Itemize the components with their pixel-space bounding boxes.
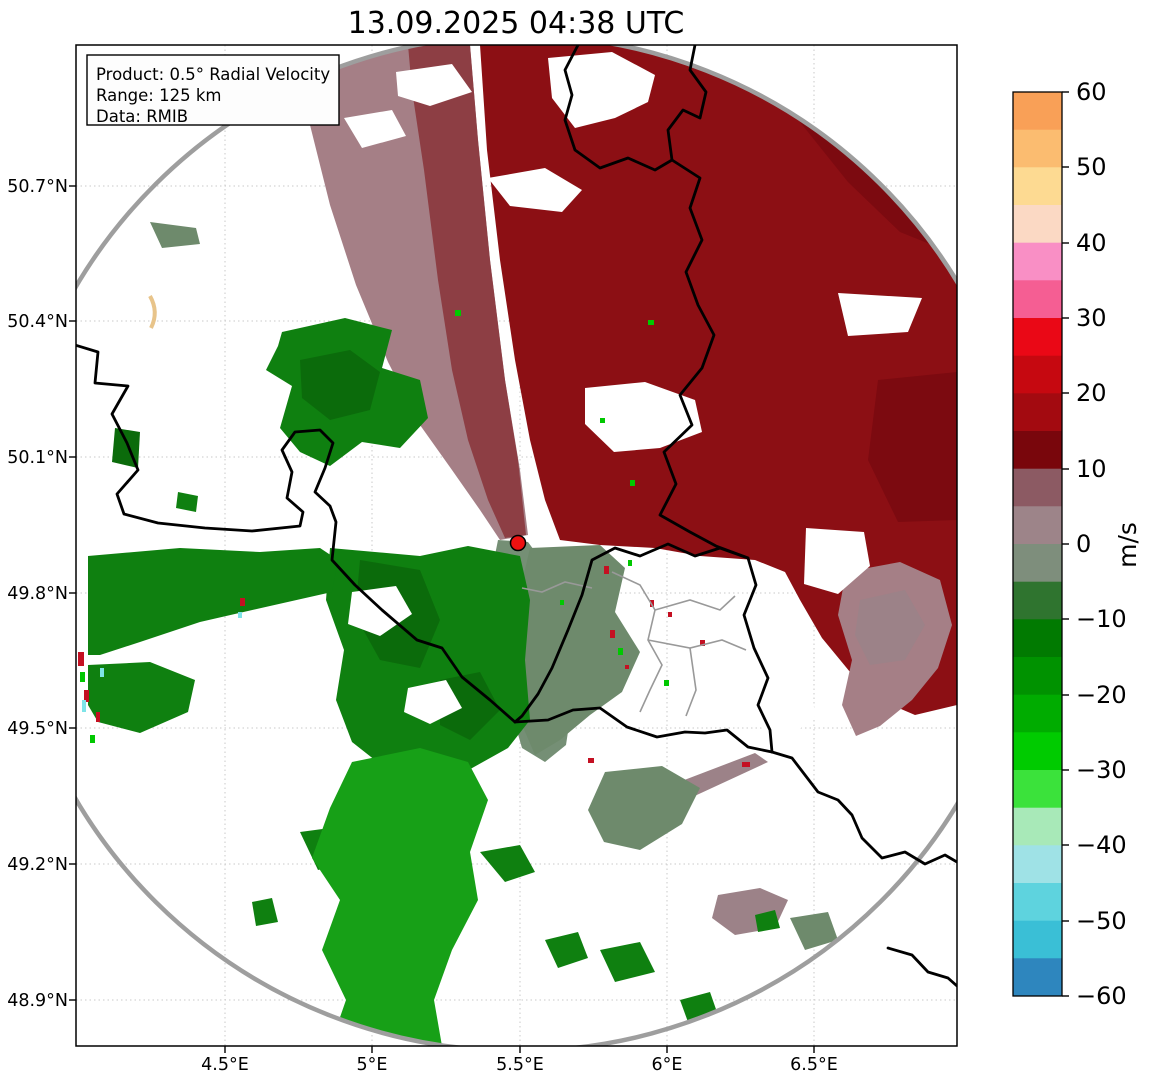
colorbar-cell xyxy=(1013,657,1062,696)
colorbar-cell xyxy=(1013,205,1062,244)
colorbar-tick-label: −50 xyxy=(1076,907,1127,935)
lat-tick-label: 49.5°N xyxy=(7,719,68,739)
colorbar-cell xyxy=(1013,318,1062,357)
colorbar-cell xyxy=(1013,845,1062,884)
colorbar-cell xyxy=(1013,807,1062,846)
lon-tick-label: 5.5°E xyxy=(496,1055,544,1075)
info-box: Product: 0.5° Radial Velocity Range: 125… xyxy=(86,54,340,126)
colorbar-cell xyxy=(1013,920,1062,959)
info-product: Product: 0.5° Radial Velocity xyxy=(96,65,330,84)
velocity-region-transition-brick xyxy=(408,45,526,538)
colorbar-cell xyxy=(1013,431,1062,470)
velocity-field xyxy=(76,45,957,1046)
lat-tick-label: 50.4°N xyxy=(7,312,68,332)
info-range: Range: 125 km xyxy=(96,86,221,105)
colorbar-unit-label: m/s xyxy=(1113,522,1142,568)
colorbar-tick-label: −60 xyxy=(1076,982,1127,1010)
colorbar: 60 50 40 30 20 10 0 −10 −20 −30 −40 −50 … xyxy=(1012,78,1142,1010)
colorbar-cell xyxy=(1013,242,1062,281)
colorbar-cell xyxy=(1013,393,1062,432)
velocity-region-inbound-green-bright xyxy=(312,748,488,1046)
lat-tick-label: 50.1°N xyxy=(7,448,68,468)
colorbar-tick-label: 60 xyxy=(1076,78,1107,106)
colorbar-tick-label: 20 xyxy=(1076,379,1107,407)
colorbar-cell xyxy=(1013,280,1062,319)
radar-site-marker xyxy=(509,534,527,552)
colorbar-cell xyxy=(1013,883,1062,922)
colorbar-cells xyxy=(1013,92,1062,996)
national-borders xyxy=(76,45,957,988)
regional-borders xyxy=(521,571,747,717)
colorbar-tick-label: 30 xyxy=(1076,304,1107,332)
info-source: Data: RMIB xyxy=(96,107,188,126)
colorbar-tick-label: 0 xyxy=(1076,530,1091,558)
colorbar-tick-label: −40 xyxy=(1076,831,1127,859)
colorbar-tick-labels: 60 50 40 30 20 10 0 −10 −20 −30 −40 −50 … xyxy=(1076,78,1127,1010)
lon-tick-label: 5°E xyxy=(357,1055,388,1075)
colorbar-cell xyxy=(1013,732,1062,771)
colorbar-tick-label: 10 xyxy=(1076,455,1107,483)
no-echo-gaps xyxy=(234,52,922,737)
colorbar-cell xyxy=(1013,544,1062,583)
longitude-axis-labels: 4.5°E 5°E 5.5°E 6°E 6.5°E xyxy=(201,1055,838,1075)
colorbar-cell xyxy=(1013,129,1062,168)
lat-tick-label: 49.2°N xyxy=(7,855,68,875)
info-box-frame xyxy=(86,54,340,126)
colorbar-tick-label: −20 xyxy=(1076,681,1127,709)
colorbar-tick-label: −10 xyxy=(1076,605,1127,633)
lat-tick-label: 49.8°N xyxy=(7,584,68,604)
lat-tick-label: 48.9°N xyxy=(7,991,68,1011)
noise-speckles-red xyxy=(78,566,750,767)
lon-tick-label: 6.5°E xyxy=(790,1055,838,1075)
colorbar-cell xyxy=(1013,581,1062,620)
colorbar-cell xyxy=(1013,92,1062,131)
colorbar-tick-marks xyxy=(1062,91,1069,997)
colorbar-cell xyxy=(1013,770,1062,809)
page-title: 13.09.2025 04:38 UTC xyxy=(348,6,685,41)
noise-speckles-green xyxy=(80,310,669,743)
colorbar-tick-label: −30 xyxy=(1076,756,1127,784)
colorbar-cell xyxy=(1013,167,1062,206)
velocity-region-sage xyxy=(150,222,838,950)
lon-tick-label: 6°E xyxy=(652,1055,683,1075)
noise-arc-tan xyxy=(148,295,157,329)
plot-frame xyxy=(75,44,958,1047)
axis-tick-marks xyxy=(69,185,815,1053)
colorbar-tick-label: 40 xyxy=(1076,229,1107,257)
latitude-axis-labels: 50.7°N 50.4°N 50.1°N 49.8°N 49.5°N 49.2°… xyxy=(7,177,68,1011)
colorbar-tick-label: 50 xyxy=(1076,153,1107,181)
colorbar-cell xyxy=(1013,619,1062,658)
colorbar-cell xyxy=(1013,355,1062,394)
colorbar-cell xyxy=(1013,468,1062,507)
noise-speckles-cyan xyxy=(82,612,242,712)
colorbar-cell xyxy=(1013,958,1062,996)
colorbar-cell xyxy=(1013,506,1062,545)
velocity-region-transition-mauve-gray xyxy=(645,590,930,958)
lon-tick-label: 4.5°E xyxy=(201,1055,249,1075)
colorbar-cell xyxy=(1013,694,1062,733)
lat-tick-label: 50.7°N xyxy=(7,177,68,197)
